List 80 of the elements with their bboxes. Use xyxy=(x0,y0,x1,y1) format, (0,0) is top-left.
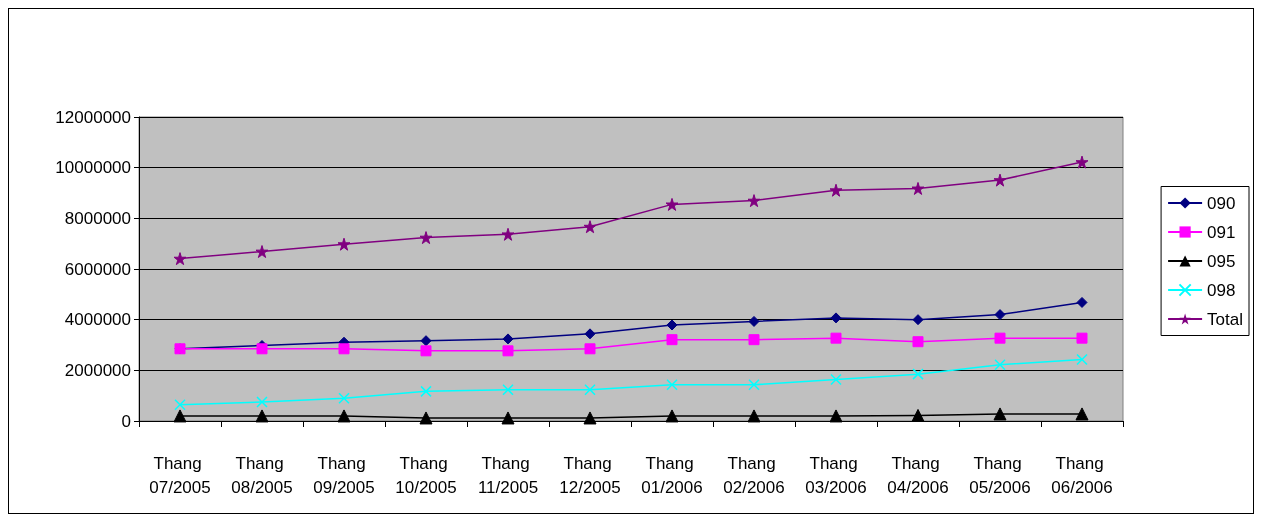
point xyxy=(174,399,186,411)
point xyxy=(419,411,433,425)
point xyxy=(830,373,842,386)
point xyxy=(502,345,514,357)
point xyxy=(994,309,1006,321)
point xyxy=(256,396,268,408)
point xyxy=(337,409,351,423)
point xyxy=(748,315,760,327)
point xyxy=(338,392,350,404)
x-tick-label: Thang 04/2006 xyxy=(887,453,949,497)
point xyxy=(1075,155,1089,169)
point xyxy=(420,345,432,357)
point xyxy=(666,319,678,331)
point xyxy=(584,343,596,355)
point xyxy=(256,343,268,355)
legend-label: 098 xyxy=(1207,280,1236,300)
x-tick-label: Thang 11/2005 xyxy=(477,453,539,497)
point xyxy=(173,252,187,266)
point xyxy=(911,181,925,195)
point xyxy=(419,231,433,245)
point xyxy=(583,220,597,234)
point xyxy=(747,194,761,208)
x-tick-label: Thang 10/2005 xyxy=(395,453,457,497)
x-tick-label: Thang 08/2005 xyxy=(231,453,293,497)
x-tick-label: Thang 05/2006 xyxy=(969,453,1031,497)
x-tick-label: Thang 12/2005 xyxy=(559,453,621,497)
point xyxy=(665,409,679,423)
point xyxy=(993,173,1007,187)
point xyxy=(173,409,187,423)
point xyxy=(912,314,924,326)
point xyxy=(420,385,432,398)
y-tick-label: 12000000 xyxy=(55,107,131,127)
point xyxy=(501,411,515,425)
point xyxy=(1075,407,1089,421)
x-tick-label: Thang 06/2006 xyxy=(1051,453,1113,497)
point xyxy=(994,359,1006,371)
point xyxy=(748,379,760,391)
point xyxy=(666,379,678,391)
point xyxy=(993,407,1007,421)
point xyxy=(911,408,925,422)
point xyxy=(584,328,596,340)
point xyxy=(994,332,1006,344)
point xyxy=(830,312,842,324)
point xyxy=(666,334,678,346)
point xyxy=(337,237,351,251)
point xyxy=(502,384,514,396)
point xyxy=(829,183,843,197)
legend-label: 090 xyxy=(1207,193,1236,213)
y-tick-label: 8000000 xyxy=(64,208,131,228)
point xyxy=(583,411,597,425)
y-tick-label: 4000000 xyxy=(64,310,131,330)
point xyxy=(665,197,679,211)
y-tick-label: 2000000 xyxy=(64,360,131,380)
x-tick-label: Thang 03/2006 xyxy=(805,453,867,497)
point xyxy=(420,335,432,347)
x-tick-label: Thang 02/2006 xyxy=(723,453,785,497)
point xyxy=(501,227,515,241)
x-tick-label: Thang 01/2006 xyxy=(641,453,703,497)
legend-label: 095 xyxy=(1207,251,1236,271)
point xyxy=(584,384,596,396)
point xyxy=(829,409,843,423)
point xyxy=(748,334,760,346)
point xyxy=(255,245,269,259)
point xyxy=(1076,332,1088,344)
point xyxy=(830,332,842,344)
y-tick-label: 0 xyxy=(121,411,131,431)
y-tick-label: 6000000 xyxy=(64,259,131,279)
point xyxy=(338,343,350,355)
legend-label: Total xyxy=(1207,309,1244,329)
x-tick-label: Thang 09/2005 xyxy=(313,453,375,497)
legend-label: 091 xyxy=(1207,222,1236,242)
y-tick-label: 10000000 xyxy=(55,158,131,178)
point xyxy=(502,333,514,345)
point xyxy=(255,409,269,423)
point xyxy=(912,368,924,380)
point xyxy=(747,409,761,423)
point xyxy=(912,336,924,348)
point xyxy=(1076,353,1088,366)
x-tick-label: Thang 07/2005 xyxy=(149,453,211,497)
point xyxy=(1076,296,1088,308)
